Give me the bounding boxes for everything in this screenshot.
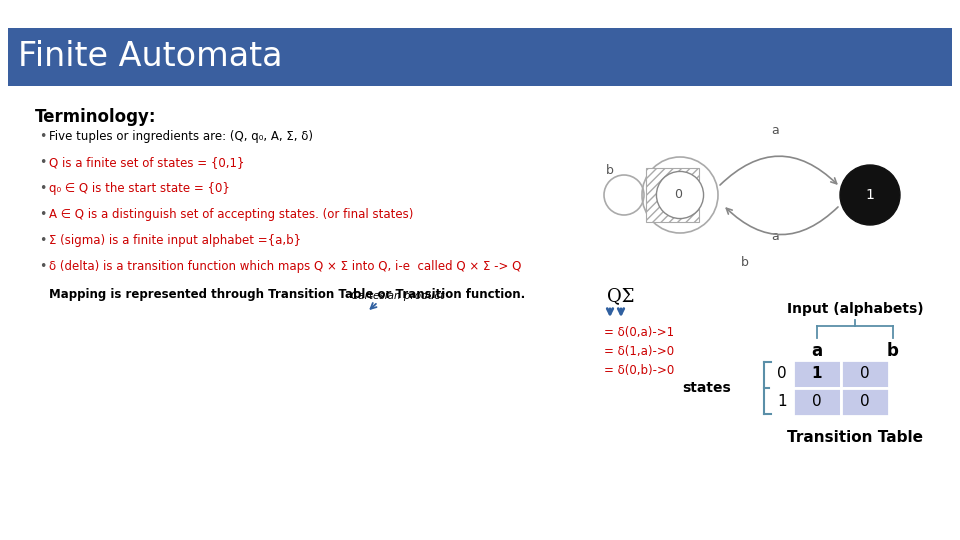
Text: Transition Table: Transition Table xyxy=(787,430,923,445)
Text: •: • xyxy=(39,234,46,247)
Text: •: • xyxy=(39,260,46,273)
Text: 1: 1 xyxy=(812,367,823,381)
Text: 1: 1 xyxy=(866,188,875,202)
Text: = δ(1,a)->0: = δ(1,a)->0 xyxy=(604,345,674,358)
Text: Σ (sigma) is a finite input alphabet ={a,b}: Σ (sigma) is a finite input alphabet ={a… xyxy=(49,234,301,247)
Text: 1: 1 xyxy=(778,395,787,409)
Text: Q is a finite set of states = {0,1}: Q is a finite set of states = {0,1} xyxy=(49,156,245,169)
Circle shape xyxy=(657,171,704,219)
Text: Cartesian product: Cartesian product xyxy=(351,291,444,301)
Text: 0: 0 xyxy=(860,395,870,409)
FancyBboxPatch shape xyxy=(646,167,699,222)
Text: = δ(0,b)->0: = δ(0,b)->0 xyxy=(604,364,674,377)
FancyBboxPatch shape xyxy=(841,360,889,388)
Text: b: b xyxy=(606,164,614,177)
Text: a: a xyxy=(771,231,779,244)
Text: Terminology:: Terminology: xyxy=(35,108,156,126)
Text: •: • xyxy=(39,208,46,221)
Text: = δ(0,a)->1: = δ(0,a)->1 xyxy=(604,326,674,339)
Text: b: b xyxy=(887,342,899,360)
Text: •: • xyxy=(39,182,46,195)
Text: Finite Automata: Finite Automata xyxy=(18,40,282,73)
Text: a: a xyxy=(771,124,779,137)
Text: •: • xyxy=(39,156,46,169)
FancyBboxPatch shape xyxy=(793,360,841,388)
Circle shape xyxy=(840,165,900,225)
Text: Input (alphabets): Input (alphabets) xyxy=(786,302,924,316)
Text: b: b xyxy=(741,256,749,269)
Text: Five tuples or ingredients are: (Q, q₀, A, Σ, δ): Five tuples or ingredients are: (Q, q₀, … xyxy=(49,130,313,143)
Text: 0: 0 xyxy=(860,367,870,381)
Text: 0: 0 xyxy=(812,395,822,409)
Text: •: • xyxy=(39,130,46,143)
Text: states: states xyxy=(683,381,731,395)
Text: δ (delta) is a transition function which maps Q × Σ into Q, i-e  called Q × Σ ->: δ (delta) is a transition function which… xyxy=(49,260,521,273)
Text: A ∈ Q is a distinguish set of accepting states. (or final states): A ∈ Q is a distinguish set of accepting … xyxy=(49,208,414,221)
FancyBboxPatch shape xyxy=(793,388,841,416)
Text: Mapping is represented through Transition Table or Transition function.: Mapping is represented through Transitio… xyxy=(49,288,525,301)
FancyBboxPatch shape xyxy=(8,28,952,86)
Text: q₀ ∈ Q is the start state = {0}: q₀ ∈ Q is the start state = {0} xyxy=(49,182,229,195)
Text: QΣ: QΣ xyxy=(607,287,635,305)
FancyBboxPatch shape xyxy=(841,388,889,416)
Text: 0: 0 xyxy=(778,367,787,381)
Text: a: a xyxy=(811,342,823,360)
Text: 0: 0 xyxy=(674,188,682,201)
